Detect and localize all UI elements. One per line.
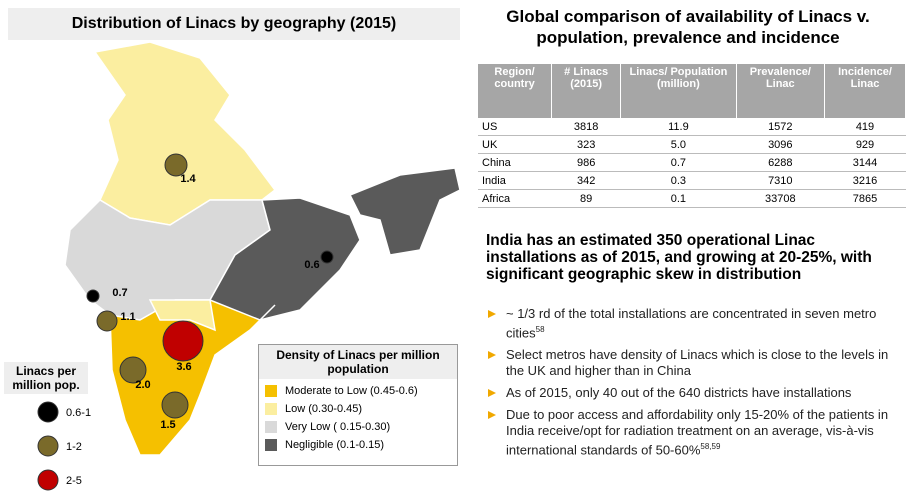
table-cell: 986 — [551, 153, 621, 172]
size-legend-swatch — [37, 401, 59, 423]
table-cell: China — [478, 153, 552, 172]
table-cell: UK — [478, 135, 552, 154]
density-legend-title: Density of Linacs per million population — [259, 345, 457, 379]
bullet: ~ 1/3 rd of the total installations are … — [486, 306, 906, 341]
region-east — [209, 197, 361, 321]
bullet-list: ~ 1/3 rd of the total installations are … — [486, 306, 906, 465]
bubble-label: 1.5 — [160, 419, 175, 431]
comparison-title: Global comparison of availability of Lin… — [506, 7, 870, 47]
bubble — [119, 356, 147, 384]
table-cell: 3096 — [736, 135, 825, 154]
table-cell: 1572 — [736, 118, 825, 136]
bullet-ref: 58,59 — [700, 442, 721, 452]
density-swatch — [265, 403, 277, 415]
table-cell: US — [478, 118, 552, 136]
table-cell: 33708 — [736, 189, 825, 208]
table-cell: 11.9 — [620, 118, 737, 136]
size-legend-label: 1-2 — [66, 441, 82, 453]
bullet-text: Select metros have density of Linacs whi… — [506, 347, 889, 379]
bubble — [162, 320, 204, 362]
bubble-label: 0.7 — [112, 287, 127, 299]
table-row: US 3818 11.9 1572 419 — [478, 118, 906, 136]
table-cell: 0.7 — [620, 153, 737, 172]
table-cell: 5.0 — [620, 135, 737, 154]
table-header: Region/ country — [478, 64, 553, 118]
size-legend-label: 2-5 — [66, 475, 82, 487]
table-cell: 0.1 — [620, 189, 737, 208]
size-legend-swatch — [37, 435, 59, 457]
density-label: Negligible (0.1-0.15) — [285, 439, 385, 451]
bullet: Due to poor access and affordability onl… — [486, 407, 906, 458]
bubble — [86, 289, 100, 303]
table-cell: 89 — [551, 189, 621, 208]
size-legend-label: 0.6-1 — [66, 407, 91, 419]
map: 1.4 0.6 0.7 1.1 2.0 3.6 1.5 0.6-1 1-2 2-5 — [37, 41, 461, 491]
density-legend: Density of Linacs per million population… — [258, 344, 458, 466]
table-header: Incidence/ Linac — [824, 64, 907, 118]
density-legend-item: Moderate to Low (0.45-0.6) — [265, 385, 457, 397]
bullet-text: Due to poor access and affordability onl… — [506, 407, 889, 458]
table-cell: 7865 — [824, 189, 906, 208]
table-cell: 3818 — [551, 118, 621, 136]
size-legend-swatch — [37, 469, 59, 491]
bubble — [96, 310, 118, 332]
table-cell: 3216 — [824, 171, 906, 190]
table-cell: Africa — [478, 189, 552, 208]
region-north — [93, 41, 277, 226]
table-header: Linacs/ Population (million) — [620, 64, 737, 118]
density-legend-item: Negligible (0.1-0.15) — [265, 439, 457, 451]
table-cell: 342 — [551, 171, 621, 190]
table-cell: 6288 — [736, 153, 825, 172]
table-row: Africa 89 0.1 33708 7865 — [478, 189, 906, 208]
bubble — [164, 153, 188, 177]
bubble-label: 1.1 — [120, 311, 135, 323]
density-swatch — [265, 421, 277, 433]
region-northeast — [348, 167, 461, 256]
table-header: # Linacs (2015) — [551, 64, 622, 118]
density-legend-item: Very Low ( 0.15-0.30) — [265, 421, 457, 433]
table-cell: 0.3 — [620, 171, 737, 190]
size-legend-title: Linacs per million pop. — [4, 362, 88, 394]
density-label: Low (0.30-0.45) — [285, 403, 363, 415]
comparison-table: Region/ country # Linacs (2015) Linacs/ Po… — [478, 64, 907, 208]
table-cell: 3144 — [824, 153, 906, 172]
table-cell: 929 — [824, 135, 906, 154]
bubble-label: 0.6 — [304, 259, 319, 271]
table-cell: 7310 — [736, 171, 825, 190]
bubble — [320, 250, 334, 264]
region-south-low — [148, 299, 216, 332]
bubble — [161, 391, 189, 419]
bullet-text: ~ 1/3 rd of the total installations are … — [506, 306, 877, 341]
bullet: Select metros have density of Linacs whi… — [486, 347, 906, 379]
bubble-label: 3.6 — [176, 361, 191, 373]
density-swatch — [265, 439, 277, 451]
table-row: India 342 0.3 7310 3216 — [478, 171, 906, 190]
bubble-label: 1.4 — [180, 173, 196, 185]
density-label: Very Low ( 0.15-0.30) — [285, 421, 391, 433]
table-cell: 419 — [824, 118, 906, 136]
density-label: Moderate to Low (0.45-0.6) — [285, 385, 418, 397]
table-row: China 986 0.7 6288 3144 — [478, 153, 906, 172]
table-header: Prevalence/ Linac — [736, 64, 825, 118]
bullet: As of 2015, only 40 out of the 640 distr… — [486, 385, 906, 401]
bullet-text: As of 2015, only 40 out of the 640 distr… — [506, 385, 852, 401]
bullet-ref: 58 — [535, 325, 545, 334]
density-legend-item: Low (0.30-0.45) — [265, 403, 457, 415]
table-row: UK 323 5.0 3096 929 — [478, 135, 906, 154]
summary-heading: India has an estimated 350 operational L… — [486, 232, 872, 283]
bubble-label: 2.0 — [135, 379, 150, 391]
density-swatch — [265, 385, 277, 397]
table-cell: India — [478, 171, 552, 190]
map-title: Distribution of Linacs by geography (201… — [8, 8, 460, 40]
table-cell: 323 — [551, 135, 621, 154]
